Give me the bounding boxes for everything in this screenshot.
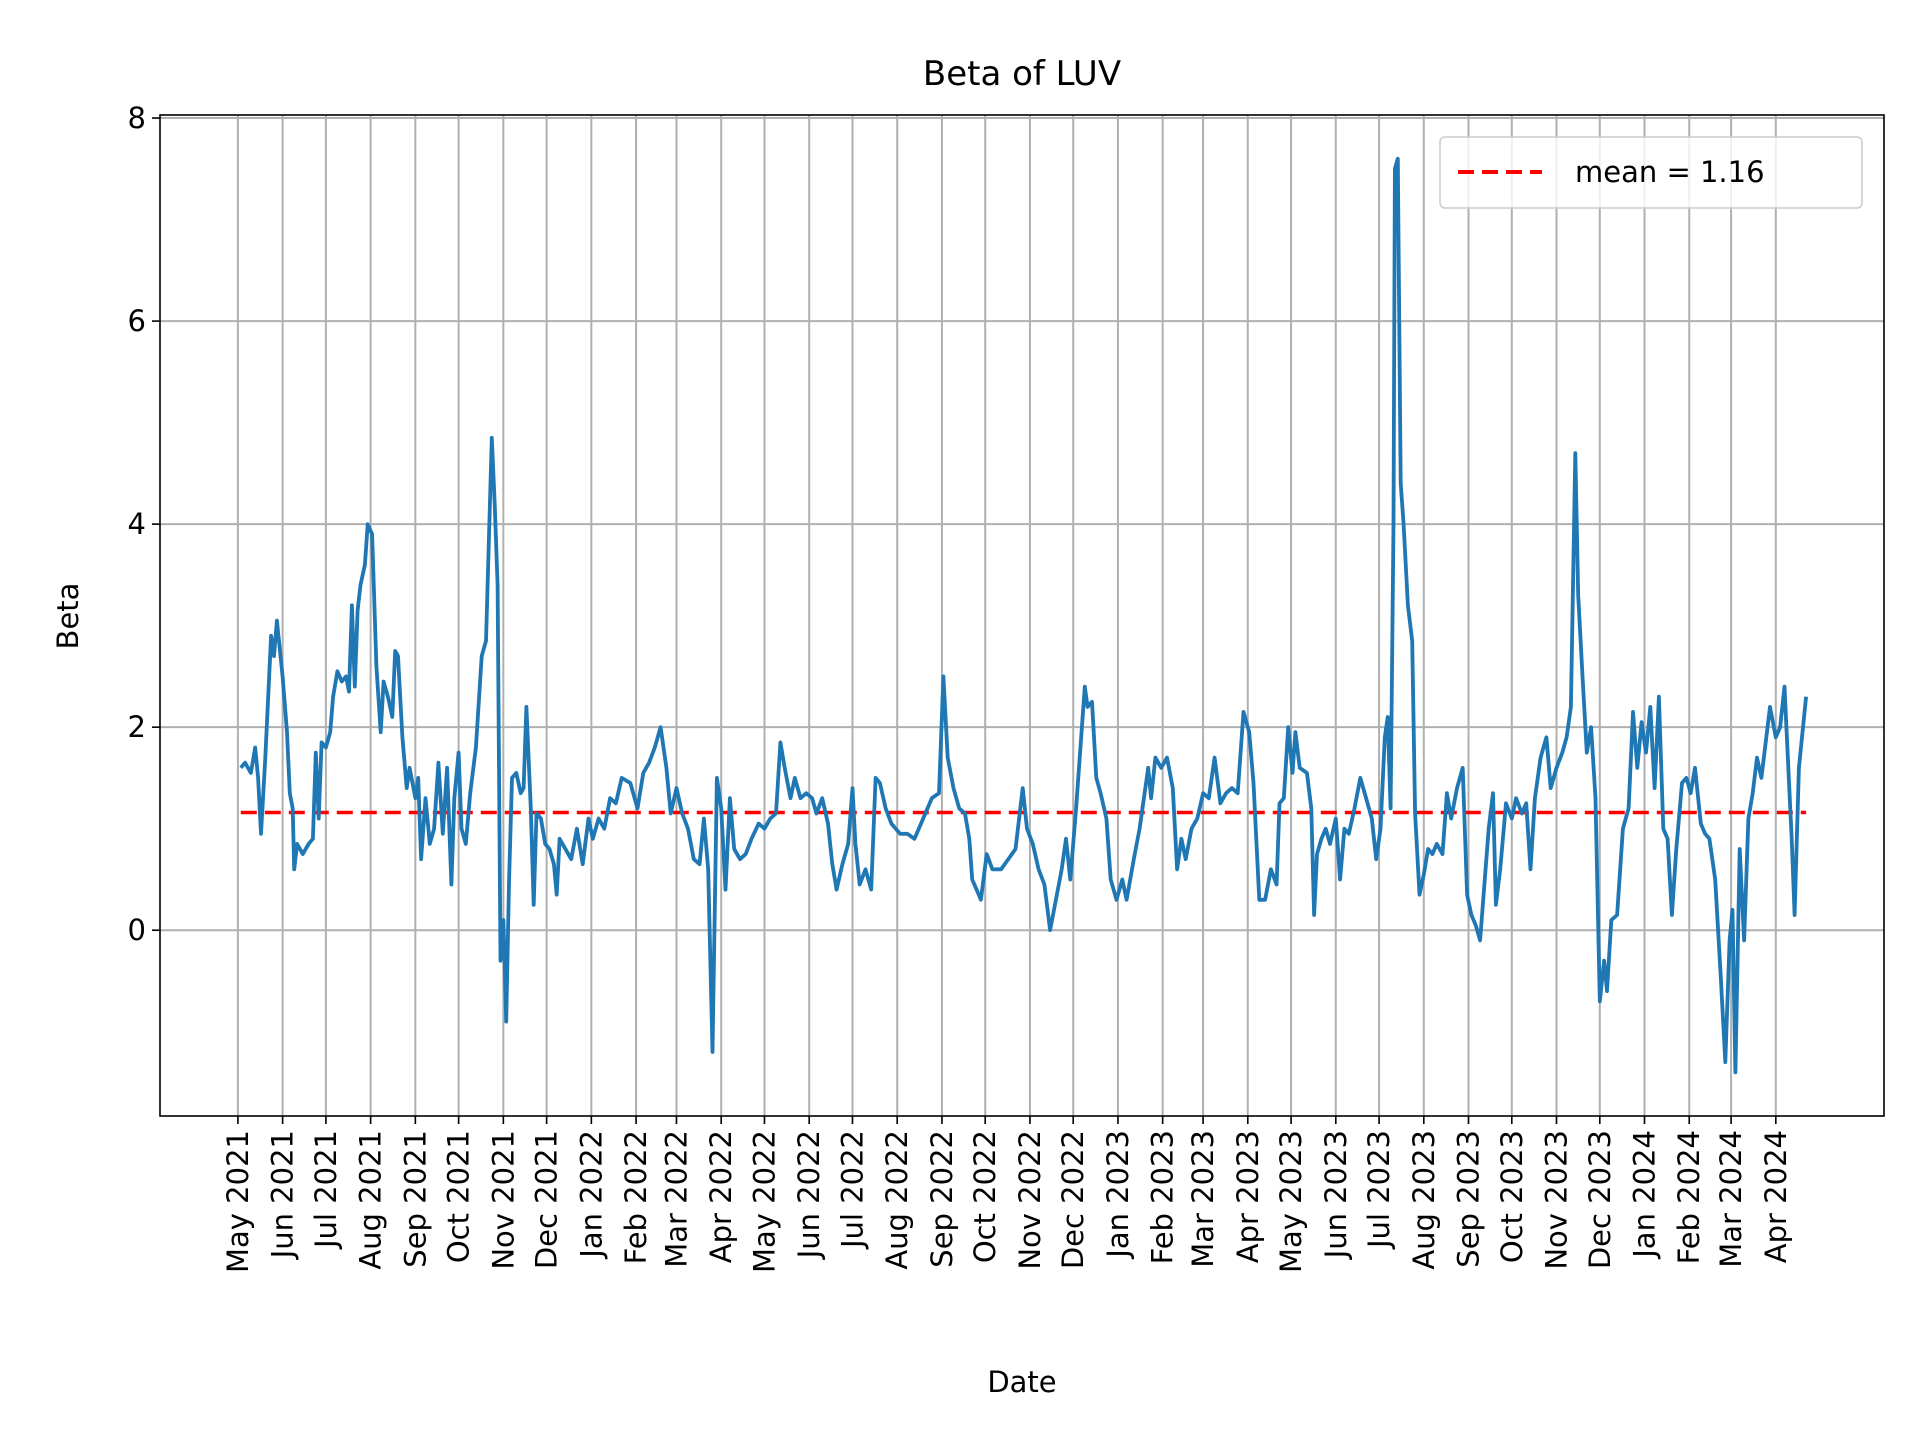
x-tick-label: Jun 2022 xyxy=(792,1130,826,1260)
x-tick-label: Feb 2022 xyxy=(619,1130,653,1264)
x-tick-label: Sep 2021 xyxy=(398,1130,432,1268)
y-axis: 0 2 4 6 8 xyxy=(128,101,160,947)
x-tick-label: Oct 2021 xyxy=(442,1130,476,1263)
x-axis: May 2021 Jun 2021 Jul 2021 Aug 2021 Sep 2021… xyxy=(221,1116,1793,1273)
x-tick-label: Dec 2021 xyxy=(530,1130,564,1269)
grid xyxy=(160,115,1884,1116)
x-tick-label: Apr 2023 xyxy=(1231,1130,1265,1263)
x-tick-label: Nov 2022 xyxy=(1013,1130,1047,1270)
y-tick-label: 8 xyxy=(128,101,146,135)
y-tick-label: 2 xyxy=(128,710,146,744)
x-tick-label: Jan 2023 xyxy=(1101,1130,1135,1260)
x-tick-label: Jul 2021 xyxy=(309,1130,343,1250)
x-tick-label: Sep 2022 xyxy=(925,1130,959,1268)
x-tick-label: Jan 2022 xyxy=(574,1130,608,1260)
x-tick-label: Aug 2022 xyxy=(880,1130,914,1270)
y-tick-label: 0 xyxy=(128,913,146,947)
x-tick-label: Jan 2024 xyxy=(1628,1130,1662,1260)
y-axis-label: Beta xyxy=(51,583,85,650)
x-tick-label: Feb 2024 xyxy=(1672,1130,1706,1264)
x-tick-label: May 2021 xyxy=(221,1130,255,1273)
x-tick-label: Jun 2023 xyxy=(1319,1130,1353,1260)
x-tick-label: Feb 2023 xyxy=(1146,1130,1180,1264)
x-axis-label: Date xyxy=(987,1365,1056,1399)
legend-mean-label: mean = 1.16 xyxy=(1575,155,1765,189)
y-tick-label: 6 xyxy=(128,304,146,338)
beta-line xyxy=(239,156,1808,1075)
x-tick-label: May 2022 xyxy=(747,1130,781,1273)
x-tick-label: Mar 2023 xyxy=(1186,1130,1220,1268)
x-tick-label: Dec 2022 xyxy=(1056,1130,1090,1269)
x-tick-label: Aug 2021 xyxy=(354,1130,388,1270)
x-tick-label: Apr 2024 xyxy=(1759,1130,1793,1263)
x-tick-label: May 2023 xyxy=(1274,1130,1308,1273)
x-tick-label: Dec 2023 xyxy=(1583,1130,1617,1269)
x-tick-label: Jun 2021 xyxy=(266,1130,300,1260)
y-tick-label: 4 xyxy=(128,507,146,541)
plot-frame xyxy=(159,114,1885,1117)
x-tick-label: Apr 2022 xyxy=(704,1130,738,1263)
x-tick-label: Mar 2022 xyxy=(659,1130,693,1268)
x-tick-label: Jul 2023 xyxy=(1362,1130,1396,1250)
legend: mean = 1.16 xyxy=(1439,136,1863,209)
x-tick-label: Sep 2023 xyxy=(1452,1130,1486,1268)
x-tick-label: Mar 2024 xyxy=(1714,1130,1748,1268)
chart-title: Beta of LUV xyxy=(923,54,1121,94)
series xyxy=(239,156,1808,1075)
legend-box xyxy=(1439,136,1863,209)
x-tick-label: Nov 2021 xyxy=(486,1130,520,1270)
x-tick-label: Aug 2023 xyxy=(1407,1130,1441,1270)
x-tick-label: Oct 2022 xyxy=(968,1130,1002,1263)
x-tick-label: Oct 2023 xyxy=(1495,1130,1529,1263)
x-tick-label: Jul 2022 xyxy=(835,1130,869,1250)
x-tick-label: Nov 2023 xyxy=(1540,1130,1574,1270)
